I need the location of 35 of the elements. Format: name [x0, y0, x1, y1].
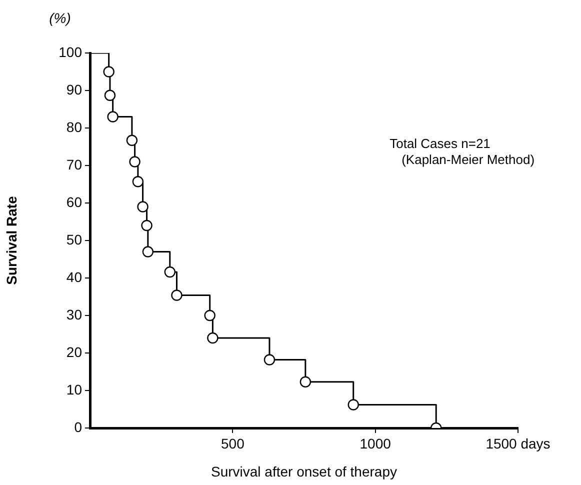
x-tick-label: 500 [220, 435, 245, 452]
y-tick-label: 20 [66, 344, 82, 360]
y-tick-label: 30 [66, 306, 82, 322]
x-axis-title: Survival after onset of therapy [211, 463, 397, 480]
x-tick-label: 1500 days [486, 435, 550, 452]
y-tick-label: 80 [66, 118, 82, 135]
y-tick-label: 90 [66, 81, 82, 98]
annotation: Total Cases n=21 [390, 136, 490, 151]
point [137, 201, 148, 212]
point [264, 354, 276, 366]
annotation: (Kaplan-Meier Method) [402, 152, 535, 167]
point [103, 66, 114, 78]
y-tick-label: 50 [66, 231, 82, 248]
y-axis-title: Survival Rate [3, 196, 20, 285]
point [126, 134, 138, 146]
y-tick-label: 70 [66, 156, 82, 172]
point [171, 290, 182, 301]
point [300, 376, 312, 388]
y-tick-label: 60 [66, 194, 82, 210]
text: (%) [49, 10, 71, 26]
point [104, 90, 116, 101]
point [207, 332, 218, 344]
y-tick-label: 10 [66, 381, 82, 398]
point [107, 111, 118, 122]
point [129, 156, 140, 168]
y-tick-label: 100 [58, 44, 82, 60]
point [142, 246, 154, 258]
y-tick-label: 0 [74, 418, 82, 435]
point [132, 176, 144, 188]
point [164, 266, 176, 278]
point [204, 310, 216, 322]
point [141, 220, 152, 232]
y-tick-label: 40 [66, 268, 82, 285]
x-tick-label: 1000 [360, 435, 392, 452]
point [348, 399, 359, 410]
